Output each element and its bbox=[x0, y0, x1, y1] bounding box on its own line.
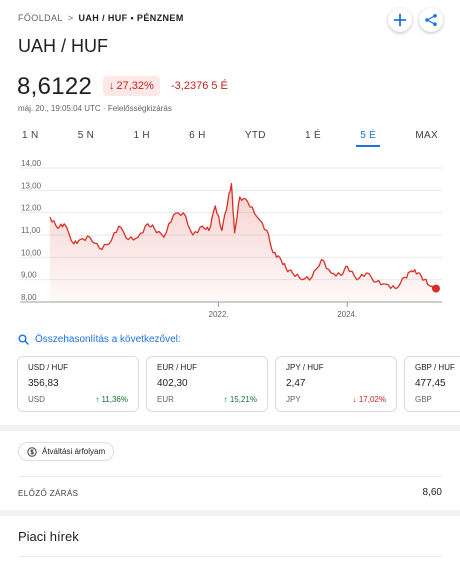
down-arrow-icon: ↓ bbox=[109, 80, 115, 92]
price-chart[interactable]: 2022. 2024. 14,00 13,00 12,00 11,00 10,00 9,00… bbox=[0, 158, 460, 326]
compare-link[interactable]: Összehasonlítás a következővel: bbox=[18, 334, 181, 345]
row-divider bbox=[18, 556, 442, 557]
card-change: 15,21% bbox=[229, 395, 257, 404]
card-change: 11,36% bbox=[101, 395, 128, 404]
range-tab-5-year[interactable]: 5 É bbox=[356, 126, 381, 147]
card-value: 477,45 bbox=[415, 378, 446, 389]
range-tab-6-month[interactable]: 6 H bbox=[189, 130, 206, 141]
down-arrow-icon: ↓ bbox=[352, 395, 357, 404]
range-tab-5-day[interactable]: 5 N bbox=[77, 130, 95, 141]
range-tabs: 1 N 5 N 1 H 6 H YTD 1 É 5 É MAX bbox=[18, 126, 442, 147]
card-code: GBP bbox=[415, 395, 432, 404]
compare-card-jpy[interactable]: JPY / HUF 2,47 JPY ↓ 17,02% bbox=[275, 356, 397, 412]
add-to-watchlist-button[interactable] bbox=[388, 8, 412, 32]
page-title: UAH / HUF bbox=[18, 36, 108, 56]
plus-icon bbox=[393, 13, 407, 27]
compare-card-eur[interactable]: EUR / HUF 402,30 EUR ↑ 15,21% bbox=[146, 356, 268, 412]
current-price: 8,6122 bbox=[17, 73, 93, 100]
section-divider bbox=[0, 510, 460, 516]
comparison-cards: USD / HUF 356,83 USD ↑ 11,36% EUR / HUF … bbox=[17, 356, 460, 414]
currency-icon bbox=[27, 446, 37, 457]
timestamp-disclaimer[interactable]: máj. 20., 19:05:04 UTC · Felelősségkizár… bbox=[18, 104, 172, 113]
breadcrumb: FŐOLDAL > UAH / HUF • PÉNZNEM bbox=[18, 13, 184, 23]
breadcrumb-current: UAH / HUF • PÉNZNEM bbox=[78, 13, 184, 23]
previous-close-label: ELŐZŐ ZÁRÁS bbox=[18, 489, 79, 498]
card-change: 17,02% bbox=[358, 395, 386, 404]
exchange-rate-chip[interactable]: Átváltási árfolyam bbox=[18, 442, 115, 461]
row-divider bbox=[18, 476, 442, 477]
price-line bbox=[49, 182, 437, 291]
range-tab-1-month[interactable]: 1 H bbox=[133, 130, 150, 141]
card-pair: GBP / HUF bbox=[415, 363, 455, 372]
range-tab-max[interactable]: MAX bbox=[415, 130, 438, 141]
latest-price-point bbox=[432, 284, 440, 293]
compare-label: Összehasonlítás a következővel: bbox=[35, 334, 181, 345]
y-tick-label: 10,00 bbox=[21, 248, 42, 257]
breadcrumb-home[interactable]: FŐOLDAL bbox=[18, 13, 63, 23]
breadcrumb-separator: > bbox=[67, 13, 74, 23]
change-percent: 27,32% bbox=[116, 80, 154, 92]
search-icon bbox=[18, 334, 29, 345]
previous-close-value: 8,60 bbox=[422, 487, 442, 498]
card-value: 356,83 bbox=[28, 378, 59, 389]
range-tab-ytd[interactable]: YTD bbox=[244, 130, 266, 141]
share-icon bbox=[425, 14, 437, 26]
share-button[interactable] bbox=[419, 8, 443, 32]
card-code: EUR bbox=[157, 395, 174, 404]
card-pair: JPY / HUF bbox=[286, 363, 324, 372]
change-percent-badge: ↓ 27,32% bbox=[103, 76, 160, 96]
card-value: 402,30 bbox=[157, 378, 188, 389]
card-pair: EUR / HUF bbox=[157, 363, 197, 372]
y-tick-label: 13,00 bbox=[21, 181, 42, 190]
y-tick-label: 14,00 bbox=[21, 159, 42, 168]
price-area bbox=[50, 183, 436, 302]
x-tick-label: 2024. bbox=[337, 310, 357, 319]
y-tick-label: 9,00 bbox=[21, 271, 37, 280]
card-value: 2,47 bbox=[286, 378, 306, 389]
change-absolute: -3,2376 5 É bbox=[171, 80, 228, 92]
compare-card-gbp[interactable]: GBP / HUF 477,45 GBP bbox=[404, 356, 460, 412]
up-arrow-icon: ↑ bbox=[223, 395, 228, 404]
market-news-heading: Piaci hírek bbox=[18, 529, 79, 544]
y-tick-label: 12,00 bbox=[21, 204, 42, 213]
card-code: USD bbox=[28, 395, 45, 404]
card-pair: USD / HUF bbox=[28, 363, 68, 372]
compare-card-usd[interactable]: USD / HUF 356,83 USD ↑ 11,36% bbox=[17, 356, 139, 412]
y-tick-label: 8,00 bbox=[21, 293, 37, 302]
range-tab-1-year[interactable]: 1 É bbox=[305, 130, 321, 141]
x-tick-label: 2022. bbox=[209, 310, 229, 319]
exchange-rate-label: Átváltási árfolyam bbox=[42, 447, 106, 456]
range-tab-1-day[interactable]: 1 N bbox=[22, 130, 39, 141]
card-code: JPY bbox=[286, 395, 301, 404]
section-divider bbox=[0, 425, 460, 431]
y-tick-label: 11,00 bbox=[21, 226, 41, 235]
up-arrow-icon: ↑ bbox=[95, 395, 100, 404]
